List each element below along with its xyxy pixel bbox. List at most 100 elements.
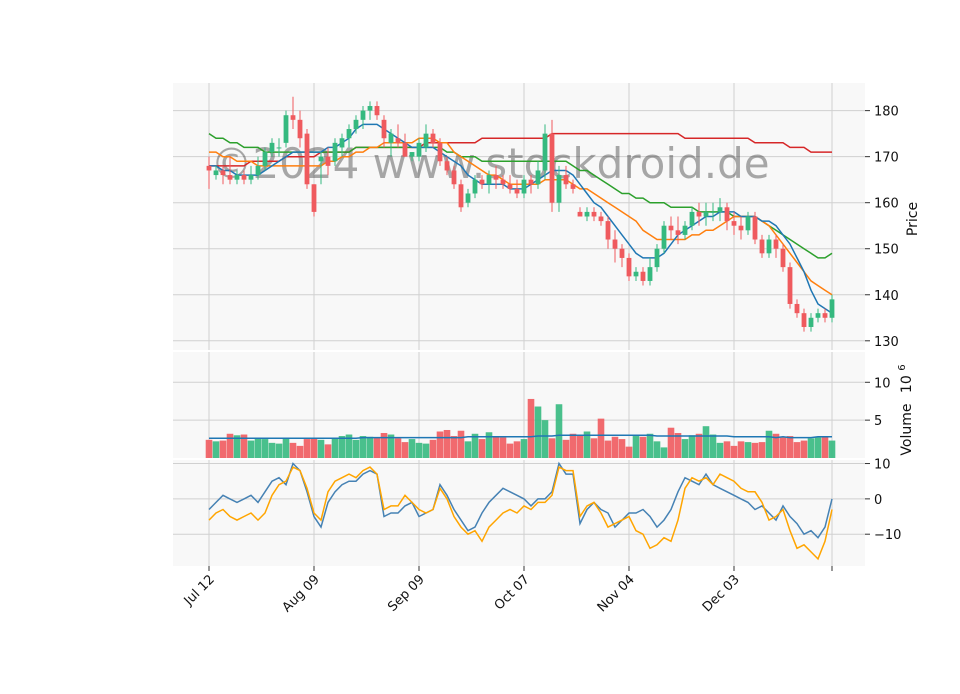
candle: [808, 313, 814, 332]
candle-body: [276, 147, 282, 149]
candle: [640, 267, 646, 286]
volume-bar: [660, 447, 668, 458]
candle-body: [801, 313, 807, 327]
candle: [416, 138, 422, 162]
candle-body: [220, 170, 226, 176]
volume-bar: [653, 441, 661, 458]
candle-body: [430, 133, 436, 143]
volume-bar: [352, 439, 360, 458]
price-tick-label: 130: [874, 335, 899, 350]
candle: [339, 133, 345, 157]
volume-bar: [723, 441, 731, 458]
volume-bar: [268, 442, 276, 458]
volume-bar: [387, 434, 395, 458]
volume-bar: [296, 445, 304, 458]
candle-body: [374, 106, 380, 116]
candle: [577, 207, 583, 217]
candle-body: [577, 211, 583, 217]
volume-bar: [359, 436, 367, 458]
candle: [479, 175, 485, 189]
candle-body: [591, 211, 597, 217]
oscillator-tick-label: −10: [874, 528, 901, 543]
candle-body: [395, 138, 401, 143]
candle: [332, 138, 338, 166]
volume-bar: [772, 433, 780, 458]
candle-body: [255, 165, 261, 176]
candle-body: [416, 142, 422, 157]
volume-bar: [324, 444, 332, 458]
candle: [703, 202, 709, 226]
candle: [780, 244, 786, 272]
volume-bar: [366, 436, 374, 458]
volume-bar: [254, 438, 262, 458]
candle-body: [675, 230, 681, 235]
volume-bar: [464, 441, 472, 458]
volume-bar: [436, 431, 444, 458]
volume-bar: [247, 440, 255, 458]
candle-body: [731, 221, 737, 226]
candle-body: [472, 179, 478, 194]
candle: [689, 207, 695, 231]
candle: [619, 244, 625, 268]
candle: [346, 124, 352, 148]
candle: [451, 165, 457, 189]
candle-body: [738, 225, 744, 231]
candle: [822, 308, 828, 323]
candle: [444, 156, 450, 176]
candle: [766, 234, 772, 258]
volume-bar: [597, 418, 605, 458]
price-tick-label: 160: [874, 197, 899, 212]
candle: [633, 267, 639, 281]
volume-bar: [688, 435, 696, 458]
candle: [542, 124, 548, 180]
volume-bar: [814, 437, 822, 458]
candle-body: [570, 184, 576, 189]
candle: [535, 161, 541, 189]
candle: [381, 115, 387, 148]
candle-body: [514, 188, 520, 194]
candle-body: [689, 211, 695, 226]
volume-bar: [821, 436, 829, 458]
x-tick-label: Oct 07: [492, 572, 533, 613]
candle-body: [619, 248, 625, 258]
volume-bar: [443, 429, 451, 458]
price-tick-label: 170: [874, 151, 899, 166]
volume-bar: [513, 441, 521, 458]
candle-body: [318, 156, 324, 162]
candle-body: [752, 216, 758, 240]
candle-body: [486, 175, 492, 185]
volume-bar: [779, 437, 787, 458]
candle-body: [808, 317, 814, 327]
candle: [717, 198, 723, 222]
candle-body: [724, 207, 730, 222]
candle-body: [542, 133, 548, 171]
volume-bar: [282, 437, 290, 458]
candle: [304, 129, 310, 189]
volume-bar: [310, 437, 318, 458]
price-tick-label: 140: [874, 289, 899, 304]
candle: [773, 234, 779, 258]
volume-bar: [408, 439, 416, 458]
candle: [794, 299, 800, 318]
volume-bar: [716, 442, 724, 458]
volume-bar: [632, 436, 640, 458]
candle-body: [388, 133, 394, 143]
volume-bar: [576, 435, 584, 458]
volume-bar: [667, 427, 675, 458]
volume-bar: [303, 439, 311, 458]
candle-body: [612, 239, 618, 249]
candle-body: [787, 267, 793, 304]
volume-bar: [625, 446, 633, 458]
volume-bar: [212, 441, 220, 458]
volume-bar: [275, 443, 283, 458]
candle-body: [647, 267, 653, 281]
candle: [647, 257, 653, 286]
volume-bar: [639, 436, 647, 458]
candle-body: [234, 175, 240, 180]
candle: [521, 175, 527, 199]
candle: [465, 188, 471, 208]
volume-bar: [618, 439, 626, 458]
volume-bar: [457, 430, 465, 458]
volume-bar: [569, 433, 577, 458]
candle-body: [479, 179, 485, 185]
